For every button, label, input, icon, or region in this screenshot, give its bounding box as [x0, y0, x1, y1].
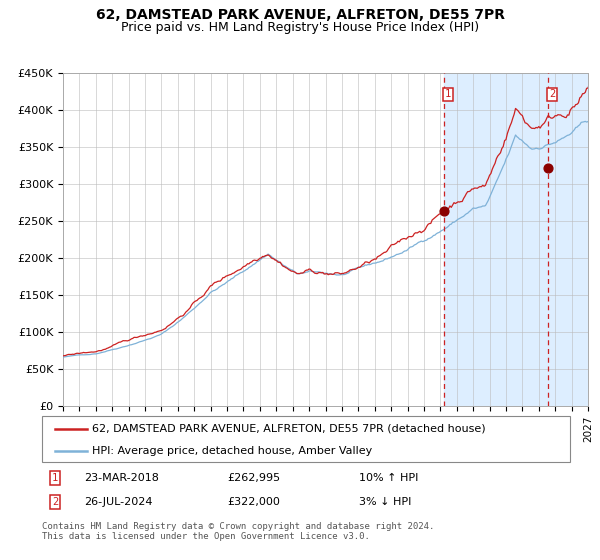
Text: 26-JUL-2024: 26-JUL-2024 [84, 497, 153, 507]
Text: 23-MAR-2018: 23-MAR-2018 [84, 473, 159, 483]
Text: 2: 2 [549, 90, 555, 100]
Text: 62, DAMSTEAD PARK AVENUE, ALFRETON, DE55 7PR: 62, DAMSTEAD PARK AVENUE, ALFRETON, DE55… [95, 8, 505, 22]
Text: Contains HM Land Registry data © Crown copyright and database right 2024.
This d: Contains HM Land Registry data © Crown c… [42, 522, 434, 542]
Text: £262,995: £262,995 [227, 473, 280, 483]
Text: £322,000: £322,000 [227, 497, 280, 507]
Bar [444, 73, 596, 406]
Text: 62, DAMSTEAD PARK AVENUE, ALFRETON, DE55 7PR (detached house): 62, DAMSTEAD PARK AVENUE, ALFRETON, DE55… [92, 424, 486, 434]
Point [544, 163, 553, 172]
Text: 3% ↓ HPI: 3% ↓ HPI [359, 497, 411, 507]
Text: Price paid vs. HM Land Registry's House Price Index (HPI): Price paid vs. HM Land Registry's House … [121, 21, 479, 34]
FancyBboxPatch shape [42, 416, 570, 462]
Text: 2: 2 [52, 497, 58, 507]
Text: 1: 1 [52, 473, 58, 483]
Text: HPI: Average price, detached house, Amber Valley: HPI: Average price, detached house, Ambe… [92, 446, 373, 456]
Point [439, 207, 449, 216]
Text: 1: 1 [445, 90, 451, 100]
Text: 10% ↑ HPI: 10% ↑ HPI [359, 473, 418, 483]
Bar [548, 73, 596, 406]
